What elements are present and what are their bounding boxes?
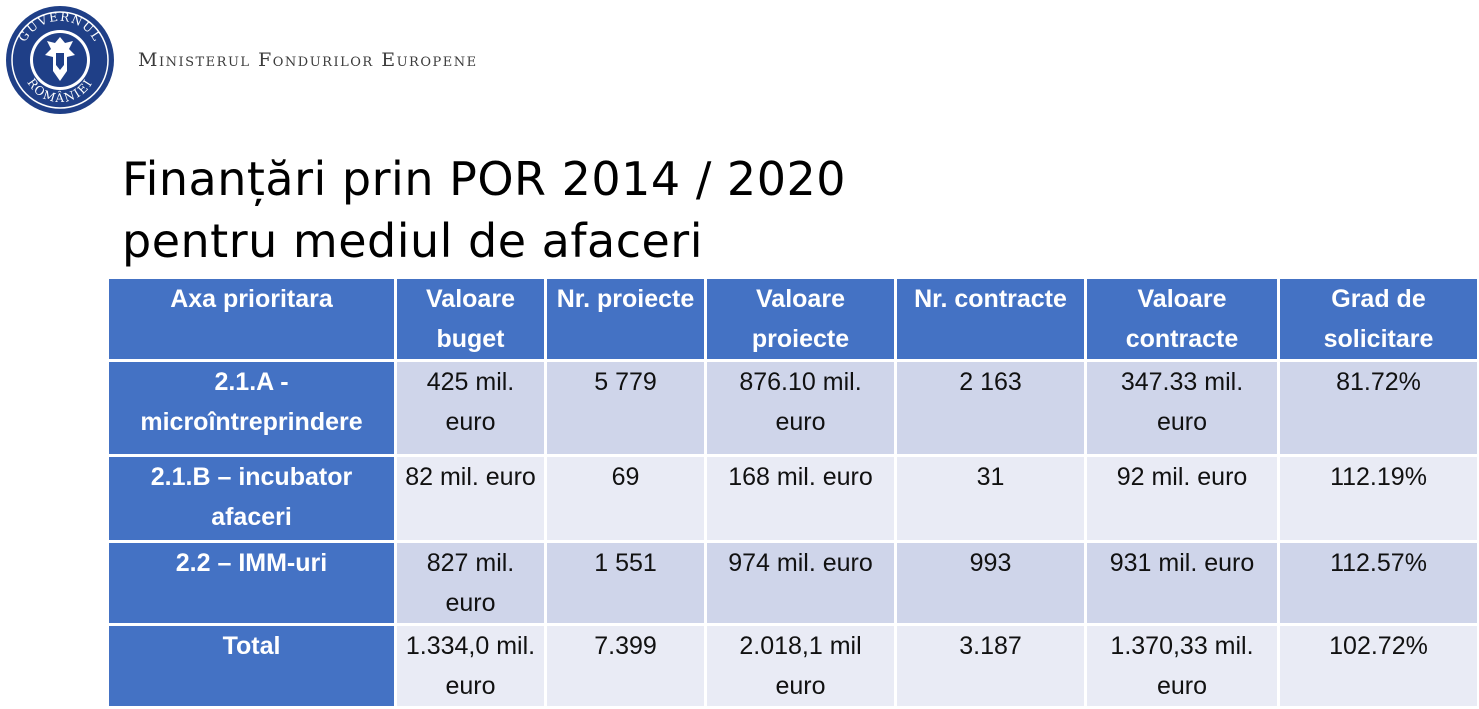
row-valoare-buget-cell: 1.334,0 mil. euro bbox=[397, 626, 547, 709]
slide-title: Finanțări prin POR 2014 / 2020 pentru me… bbox=[122, 148, 846, 272]
table-header-row: Axa prioritara Valoare buget Nr. proiect… bbox=[109, 279, 1479, 362]
header-valoare-contracte: Valoare contracte bbox=[1087, 279, 1280, 362]
title-line-2: pentru mediul de afaceri bbox=[122, 214, 704, 268]
funding-table: Axa prioritara Valoare buget Nr. proiect… bbox=[109, 279, 1479, 709]
header-grad-de-solicitare: Grad de solicitare bbox=[1280, 279, 1479, 362]
header-axa-prioritara: Axa prioritara bbox=[109, 279, 397, 362]
header-valoare-buget: Valoare buget bbox=[397, 279, 547, 362]
row-grad-solicitare-cell: 112.19% bbox=[1280, 457, 1479, 543]
row-valoare-contracte-cell: 1.370,33 mil. euro bbox=[1087, 626, 1280, 709]
table-row: 2.1.A - microîntreprindere 425 mil. euro… bbox=[109, 362, 1479, 457]
row-nr-contracte-cell: 2 163 bbox=[897, 362, 1087, 457]
header-nr-proiecte: Nr. proiecte bbox=[547, 279, 707, 362]
row-nr-proiecte-cell: 1 551 bbox=[547, 543, 707, 626]
ministry-name: Ministerul Fondurilor Europene bbox=[138, 49, 478, 71]
row-valoare-buget-cell: 827 mil. euro bbox=[397, 543, 547, 626]
row-nr-proiecte-cell: 5 779 bbox=[547, 362, 707, 457]
row-nr-contracte-cell: 3.187 bbox=[897, 626, 1087, 709]
ministry-name-text: Ministerul Fondurilor Europene bbox=[138, 49, 478, 71]
row-axa-cell: Total bbox=[109, 626, 397, 709]
table-row: 2.1.B – incubator afaceri 82 mil. euro 6… bbox=[109, 457, 1479, 543]
table-row: 2.2 – IMM-uri 827 mil. euro 1 551 974 mi… bbox=[109, 543, 1479, 626]
row-axa-cell: 2.2 – IMM-uri bbox=[109, 543, 397, 626]
header-nr-contracte: Nr. contracte bbox=[897, 279, 1087, 362]
row-valoare-contracte-cell: 931 mil. euro bbox=[1087, 543, 1280, 626]
row-valoare-contracte-cell: 347.33 mil. euro bbox=[1087, 362, 1280, 457]
row-valoare-proiecte-cell: 974 mil. euro bbox=[707, 543, 897, 626]
row-valoare-proiecte-cell: 876.10 mil. euro bbox=[707, 362, 897, 457]
header-valoare-proiecte: Valoare proiecte bbox=[707, 279, 897, 362]
row-valoare-proiecte-cell: 168 mil. euro bbox=[707, 457, 897, 543]
row-nr-contracte-cell: 993 bbox=[897, 543, 1087, 626]
row-grad-solicitare-cell: 81.72% bbox=[1280, 362, 1479, 457]
row-axa-cell: 2.1.B – incubator afaceri bbox=[109, 457, 397, 543]
row-valoare-buget-cell: 425 mil. euro bbox=[397, 362, 547, 457]
row-axa-cell: 2.1.A - microîntreprindere bbox=[109, 362, 397, 457]
government-seal-logo: GUVERNUL ROMÂNIEI bbox=[5, 5, 115, 115]
row-grad-solicitare-cell: 112.57% bbox=[1280, 543, 1479, 626]
row-nr-contracte-cell: 31 bbox=[897, 457, 1087, 543]
row-valoare-contracte-cell: 92 mil. euro bbox=[1087, 457, 1280, 543]
row-valoare-buget-cell: 82 mil. euro bbox=[397, 457, 547, 543]
row-nr-proiecte-cell: 69 bbox=[547, 457, 707, 543]
title-line-1: Finanțări prin POR 2014 / 2020 bbox=[122, 152, 847, 206]
